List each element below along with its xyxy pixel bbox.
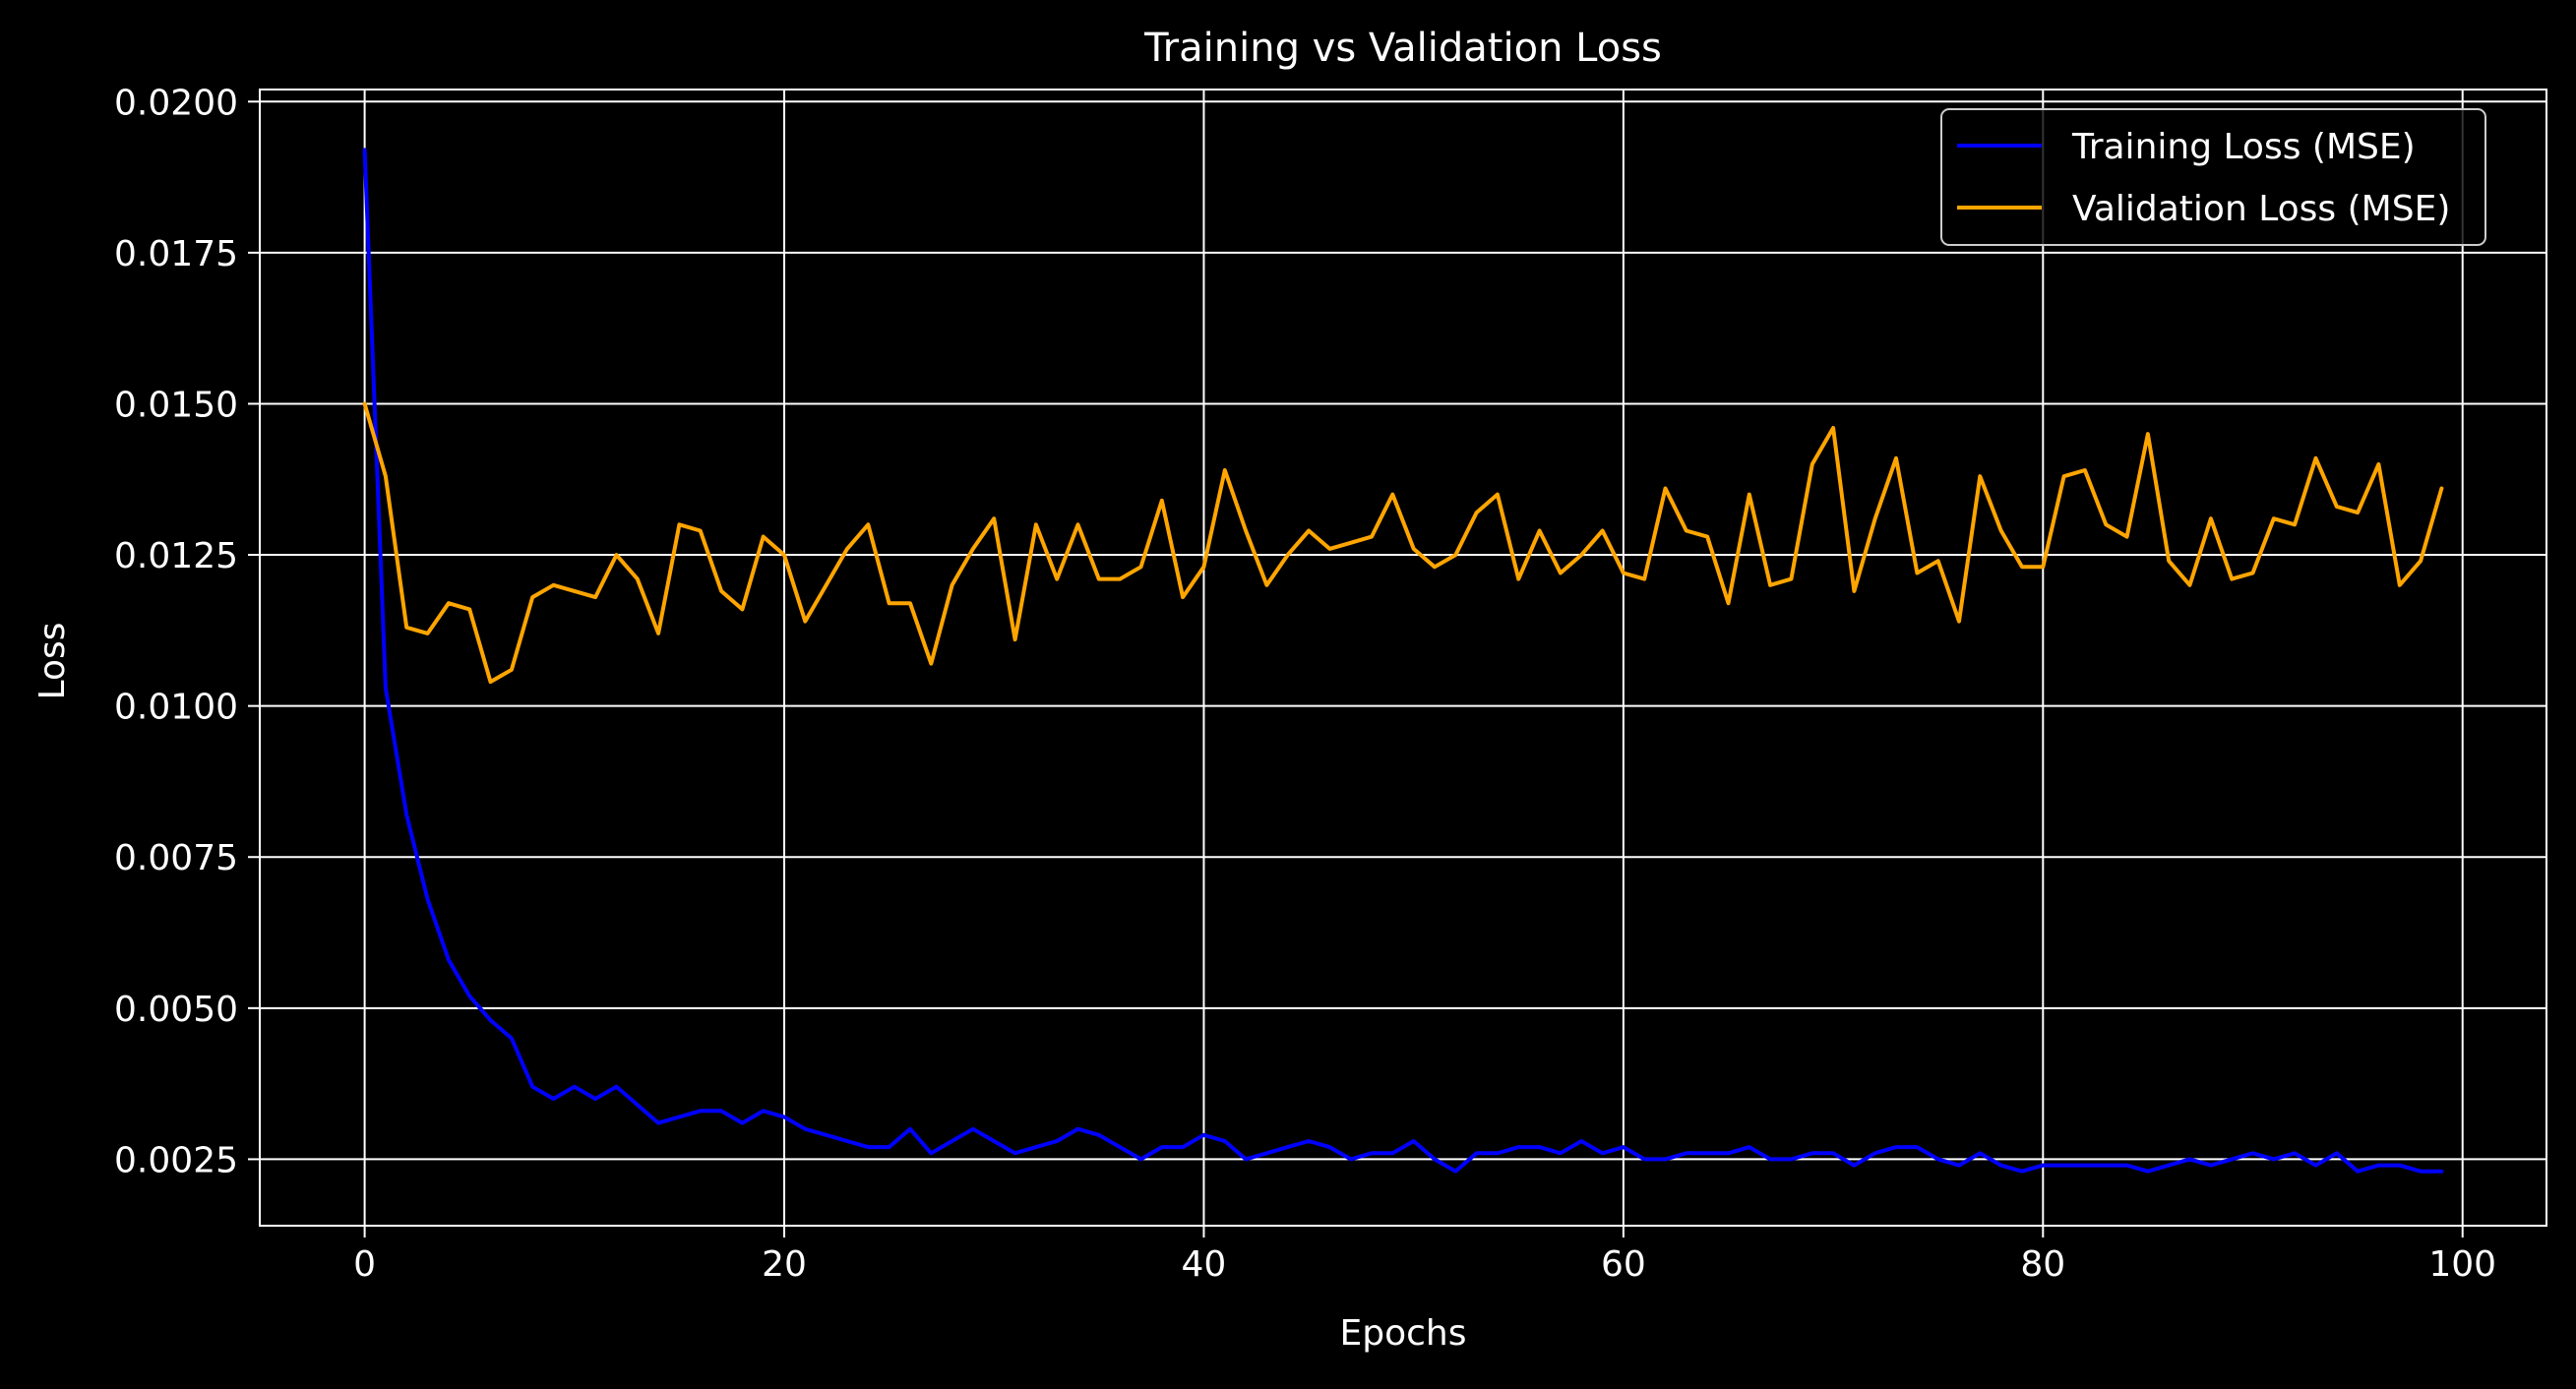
plot-frame: [259, 89, 2547, 1227]
series-lines: [362, 148, 2444, 1174]
y-tick-label: 0.0050: [114, 990, 238, 1030]
x-tick-label: 60: [1601, 1244, 1646, 1285]
legend-box: [1940, 108, 2486, 246]
x-tick-label: 0: [353, 1244, 376, 1285]
y-tick-label: 0.0025: [114, 1140, 238, 1180]
legend-label-training: Training Loss (MSE): [2071, 127, 2416, 167]
x-tick-label: 80: [2020, 1244, 2065, 1285]
x-tick-label: 20: [762, 1244, 807, 1285]
validation-loss-line: [362, 401, 2444, 685]
legend: Training Loss (MSE) Validation Loss (MSE…: [1940, 108, 2486, 246]
y-tick-label: 0.0150: [114, 385, 238, 425]
y-tick-label: 0.0075: [114, 838, 238, 878]
y-tick-label: 0.0125: [114, 536, 238, 576]
grid: [260, 90, 2546, 1226]
x-tick-label: 100: [2428, 1244, 2496, 1285]
y-tick-label: 0.0100: [114, 688, 238, 728]
x-axis-label: Epochs: [1340, 1313, 1467, 1354]
legend-label-validation: Validation Loss (MSE): [2072, 189, 2450, 229]
y-tick-label: 0.0175: [114, 234, 238, 274]
y-tick-label: 0.0200: [114, 83, 238, 123]
x-tick-label: 40: [1182, 1244, 1227, 1285]
axis-ticks: 0 20 40 60 80 100 0.0025 0.0050 0.0075 0.0100 0.01…: [114, 83, 2496, 1285]
training-loss-line: [362, 148, 2444, 1174]
chart-title: Training vs Validation Loss: [1143, 26, 1662, 71]
y-axis-label: Loss: [32, 623, 73, 700]
